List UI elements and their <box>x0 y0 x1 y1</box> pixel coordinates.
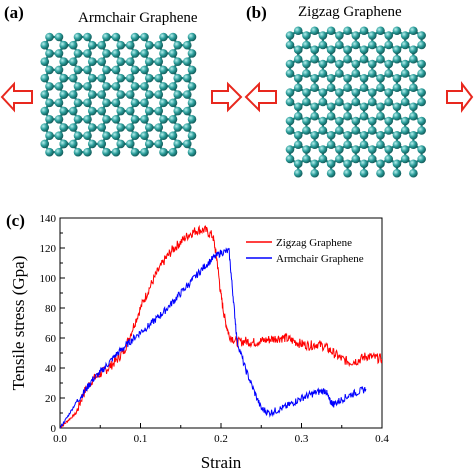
x-tick-label: 0.1 <box>134 433 148 445</box>
panel-a-title: Armchair Graphene <box>78 10 198 26</box>
legend: Zigzag Graphene Armchair Graphene <box>246 237 364 265</box>
left-arrow-icon <box>244 81 277 113</box>
plot-frame <box>59 217 383 429</box>
panel-a: (a) Armchair Graphene <box>0 3 243 157</box>
panel-b-title: Zigzag Graphene <box>298 4 402 20</box>
panel-c-label: (c) <box>6 211 25 230</box>
panel-b-label: (b) <box>246 3 267 22</box>
panel-b: (b) Zigzag Graphene <box>244 3 474 178</box>
y-tick-label: 60 <box>45 333 57 345</box>
y-tick-label: 0 <box>51 423 57 435</box>
series-line <box>60 247 367 428</box>
right-arrow-icon <box>446 81 474 113</box>
y-tick-label: 120 <box>40 243 57 255</box>
y-tick-label: 80 <box>45 303 57 315</box>
y-tick-label: 40 <box>45 363 57 375</box>
x-tick-label: 0.0 <box>53 433 67 445</box>
left-arrow-icon <box>0 81 33 113</box>
series-layer <box>60 224 382 428</box>
legend-entry: Armchair Graphene <box>276 253 364 265</box>
armchair-lattice <box>40 32 197 157</box>
x-axis-label: Strain <box>201 453 242 472</box>
series-line <box>60 224 382 428</box>
y-tick-label: 100 <box>40 273 57 285</box>
x-tick-label: 0.3 <box>295 433 309 445</box>
y-tick-label: 140 <box>40 213 57 225</box>
stress-strain-chart: 0.0 0.1 0.2 0.3 0.4 0 20 40 60 80 100 120 140 Zigzag… <box>9 213 389 472</box>
panel-a-label: (a) <box>4 3 24 22</box>
y-axis-label: Tensile stress (Gpa) <box>9 256 28 391</box>
zigzag-lattice <box>285 26 426 178</box>
x-tick-label: 0.4 <box>375 433 389 445</box>
panel-c: (c) 0.0 0.1 0.2 0.3 0.4 0 20 40 60 80 100 120 140 Zi… <box>6 211 389 472</box>
x-tick-label: 0.2 <box>214 433 228 445</box>
legend-entry: Zigzag Graphene <box>276 237 352 249</box>
axis-ticks: 0.0 0.1 0.2 0.3 0.4 0 20 40 60 80 100 120 140 <box>40 213 390 445</box>
right-arrow-icon <box>211 81 243 113</box>
y-tick-label: 20 <box>45 393 57 405</box>
